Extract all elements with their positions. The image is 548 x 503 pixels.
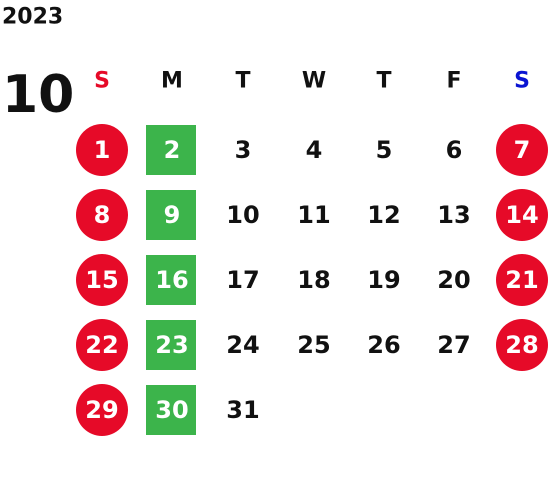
day-number: 23 bbox=[155, 331, 188, 359]
day-number: 15 bbox=[85, 266, 118, 294]
weekday-label: T bbox=[376, 69, 391, 94]
weekday-label: W bbox=[302, 69, 326, 94]
day-number: 4 bbox=[306, 136, 323, 164]
weekend-marker bbox=[496, 124, 548, 176]
weekday-label: F bbox=[446, 69, 461, 94]
day-number: 19 bbox=[367, 266, 400, 294]
day-number: 12 bbox=[367, 201, 400, 229]
monday-marker bbox=[146, 125, 196, 175]
monday-marker bbox=[146, 385, 196, 435]
day-number: 6 bbox=[446, 136, 463, 164]
day-number: 8 bbox=[94, 201, 111, 229]
weekend-marker bbox=[496, 319, 548, 371]
weekend-marker bbox=[76, 124, 128, 176]
year: 2023 bbox=[2, 5, 63, 30]
weekend-marker bbox=[76, 189, 128, 241]
day-number: 5 bbox=[376, 136, 393, 164]
weekend-marker bbox=[76, 319, 128, 371]
day-number: 31 bbox=[226, 396, 259, 424]
day-number: 17 bbox=[226, 266, 259, 294]
monday-marker bbox=[146, 190, 196, 240]
day-number: 28 bbox=[505, 331, 538, 359]
day-number: 30 bbox=[155, 396, 188, 424]
weekend-marker bbox=[496, 254, 548, 306]
weekday-label: T bbox=[235, 69, 250, 94]
weekend-marker bbox=[496, 189, 548, 241]
day-number: 3 bbox=[235, 136, 252, 164]
weekday-label: S bbox=[94, 69, 110, 94]
day-number: 18 bbox=[297, 266, 330, 294]
monday-marker bbox=[146, 320, 196, 370]
day-number: 11 bbox=[297, 201, 330, 229]
day-number: 25 bbox=[297, 331, 330, 359]
day-number: 29 bbox=[85, 396, 118, 424]
weekday-label: S bbox=[514, 69, 530, 94]
day-number: 1 bbox=[94, 136, 111, 164]
day-number: 20 bbox=[437, 266, 470, 294]
day-number: 21 bbox=[505, 266, 538, 294]
day-number: 24 bbox=[226, 331, 259, 359]
day-number: 9 bbox=[164, 201, 181, 229]
day-number: 10 bbox=[226, 201, 259, 229]
day-number: 22 bbox=[85, 331, 118, 359]
day-number: 13 bbox=[437, 201, 470, 229]
weekend-marker bbox=[76, 254, 128, 306]
day-number: 16 bbox=[155, 266, 188, 294]
monday-marker bbox=[146, 255, 196, 305]
day-number: 14 bbox=[505, 201, 538, 229]
weekday-label: M bbox=[161, 69, 183, 94]
month: 10 bbox=[2, 65, 74, 125]
weekend-marker bbox=[76, 384, 128, 436]
day-number: 26 bbox=[367, 331, 400, 359]
day-number: 2 bbox=[164, 136, 181, 164]
day-number: 27 bbox=[437, 331, 470, 359]
day-number: 7 bbox=[514, 136, 531, 164]
